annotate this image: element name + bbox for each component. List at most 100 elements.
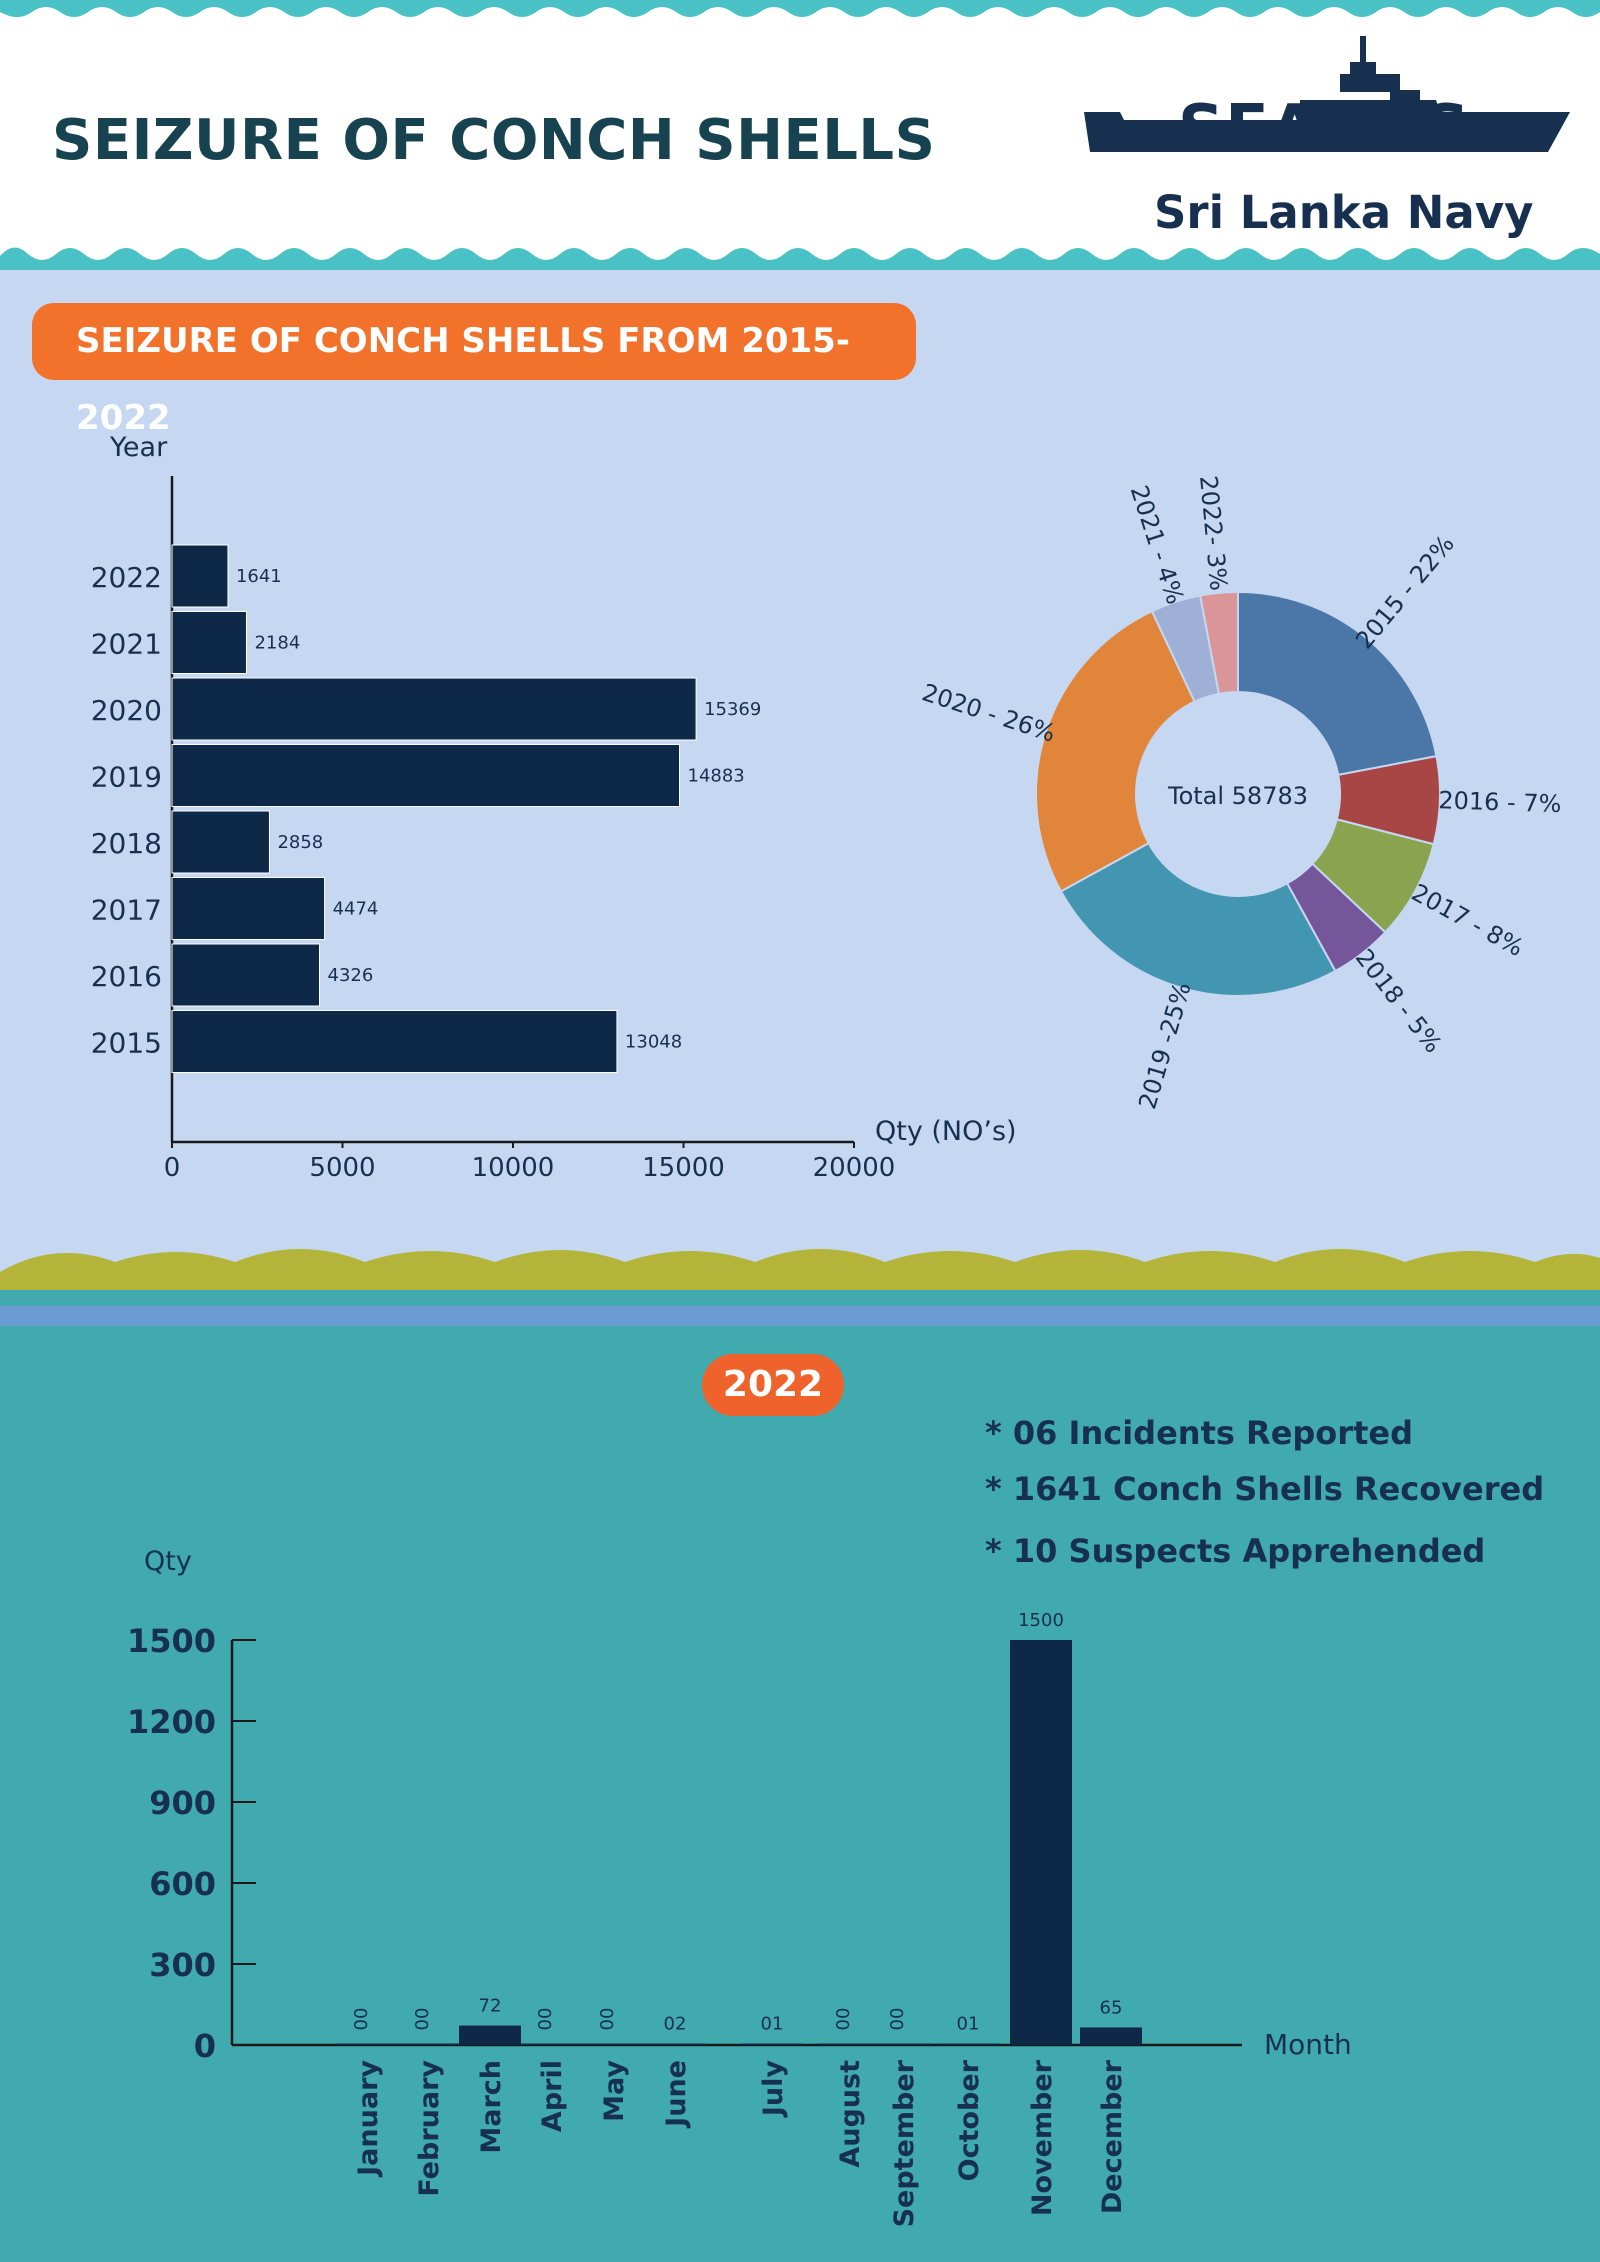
bar-january <box>336 2043 398 2045</box>
y-tick-label-2019: 2019 <box>91 761 162 794</box>
bar-june <box>644 2043 706 2045</box>
data-label-2020: 15369 <box>704 699 761 720</box>
bar-2015 <box>171 1010 618 1073</box>
x-axis-label: Qty (NO’s) <box>875 1116 1017 1147</box>
header-wave-decoration <box>0 0 1600 270</box>
bar-april <box>520 2043 582 2045</box>
donut-label-7: 2021 - 4% <box>1125 482 1190 608</box>
data-label-october: 01 <box>957 2014 980 2035</box>
bar-2021 <box>171 611 247 674</box>
donut-label-8: 2022- 3% <box>1194 474 1233 592</box>
donut-label-3: 2017 - 8% <box>1407 878 1528 962</box>
x-tick-label: 5000 <box>309 1153 375 1183</box>
data-label-2021: 2184 <box>254 633 300 654</box>
data-label-june: 02 <box>664 2014 687 2035</box>
x-tick-label-november: November <box>1027 2059 1058 2216</box>
y-tick-label-2017: 2017 <box>91 894 162 927</box>
y-tick-label-2022: 2022 <box>91 561 162 594</box>
x-tick-label-january: January <box>353 2060 384 2178</box>
x-tick-label: 10000 <box>472 1153 555 1183</box>
donut-label-2: 2016 - 7% <box>1438 786 1562 818</box>
section-heading-2015-2022: SEIZURE OF CONCH SHELLS FROM 2015-2022 <box>32 303 916 438</box>
donut-center-label: Total 58783 <box>1167 782 1308 810</box>
y-axis-label: Qty <box>144 1546 192 1577</box>
page-title: SEIZURE OF CONCH SHELLS <box>52 108 936 173</box>
x-axis-label: Month <box>1264 2028 1352 2061</box>
data-label-november: 1500 <box>1018 1610 1064 1631</box>
x-tick-label: 0 <box>164 1153 181 1183</box>
stat-suspects: * 10 Suspects Apprehended <box>985 1532 1486 1570</box>
data-label-2019: 14883 <box>688 766 745 787</box>
bar-august <box>818 2043 880 2045</box>
seaops-logo-text: SEAOPS <box>1178 92 1471 166</box>
data-label-january: 00 <box>351 2008 372 2031</box>
bar-2016 <box>171 943 321 1007</box>
x-tick-label-march: March <box>476 2060 507 2154</box>
bar-2019 <box>171 744 681 807</box>
donut-slice-8 <box>1198 590 1239 695</box>
x-tick-label-september: September <box>889 2059 920 2227</box>
bar-march <box>459 2025 521 2045</box>
x-tick-label: 15000 <box>642 1153 725 1183</box>
bar-july <box>741 2043 803 2045</box>
y-tick-label-2021: 2021 <box>91 628 162 661</box>
y-tick-label: 1500 <box>127 1622 216 1660</box>
donut-slice-6 <box>1035 609 1196 893</box>
bar-october <box>937 2043 999 2045</box>
data-label-february: 00 <box>412 2008 433 2031</box>
data-label-december: 65 <box>1100 1997 1123 2018</box>
bar-2020 <box>171 677 697 741</box>
donut-slice-1 <box>1237 590 1438 777</box>
data-label-may: 00 <box>597 2008 618 2031</box>
data-label-march: 72 <box>479 1996 502 2017</box>
x-tick-label-february: February <box>414 2060 445 2197</box>
data-label-july: 01 <box>761 2014 784 2035</box>
y-tick-label-2015: 2015 <box>91 1027 162 1060</box>
bar-february <box>397 2043 459 2045</box>
donut-label-1: 2015 - 22% <box>1350 530 1460 654</box>
data-label-2017: 4474 <box>333 899 379 920</box>
x-tick-label-august: August <box>835 2060 866 2168</box>
donut-label-5: 2019 -25% <box>1133 979 1196 1112</box>
bar-2022 <box>171 544 229 608</box>
monthly-2022-bar-chart: Qty Month 0 300 600 900 1200 1500 00 January 00 F… <box>127 1546 1352 2227</box>
x-tick-label: 20000 <box>813 1153 896 1183</box>
organization-name: Sri Lanka Navy <box>1154 186 1534 239</box>
donut-label-6: 2020 - 26% <box>919 678 1059 747</box>
data-label-september: 00 <box>887 2008 908 2031</box>
bar-2017 <box>171 877 326 940</box>
x-tick-label-december: December <box>1097 2059 1128 2214</box>
x-tick-label-april: April <box>537 2060 568 2132</box>
donut-label-4: 2018 - 5% <box>1350 944 1448 1058</box>
y-tick-label: 1200 <box>127 1703 216 1741</box>
x-tick-label-october: October <box>954 2059 985 2181</box>
y-tick-label-2020: 2020 <box>91 694 162 727</box>
x-tick-label-may: May <box>599 2060 630 2122</box>
y-tick-label: 900 <box>149 1784 216 1822</box>
bar-may <box>582 2043 644 2045</box>
data-label-april: 00 <box>535 2008 556 2031</box>
bar-december <box>1080 2027 1142 2045</box>
bar-november <box>1010 1640 1072 2045</box>
x-tick-label-june: June <box>661 2060 692 2129</box>
y-tick-label: 300 <box>149 1946 216 1984</box>
bar-2018 <box>171 810 270 874</box>
y-tick-label: 600 <box>149 1865 216 1903</box>
data-label-2016: 4326 <box>328 965 374 986</box>
header: SEAOPS Sri Lanka Navy SEIZURE OF CONCH S… <box>0 0 1600 270</box>
stat-shells-recovered: * 1641 Conch Shells Recovered <box>985 1470 1545 1508</box>
y-tick-label-2016: 2016 <box>91 960 162 993</box>
data-label-2015: 13048 <box>625 1032 682 1053</box>
yearly-seizure-bar-chart: Year Qty (NO’s) 0 5000 10000 15000 20000 1641… <box>91 432 1017 1183</box>
x-tick-label-july: July <box>758 2060 789 2119</box>
stat-incidents: * 06 Incidents Reported <box>985 1414 1413 1452</box>
year-badge-2022: 2022 <box>702 1354 844 1416</box>
y-tick-label-2018: 2018 <box>91 827 162 860</box>
data-label-2018: 2858 <box>277 832 323 853</box>
bar-september <box>872 2043 934 2045</box>
data-label-august: 00 <box>833 2008 854 2031</box>
donut-slice-5 <box>1059 841 1337 997</box>
y-tick-label: 0 <box>194 2027 216 2065</box>
